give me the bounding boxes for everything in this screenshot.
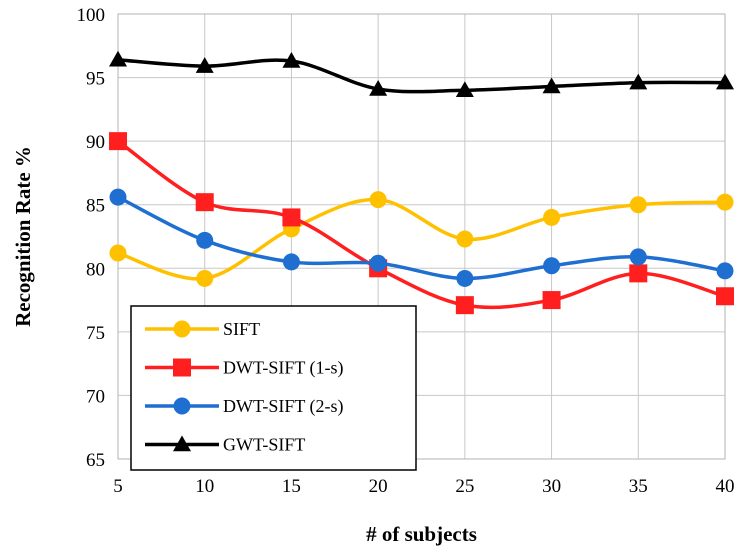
data-point-dwt-sift-2-s bbox=[716, 262, 734, 280]
data-point-dwt-sift-1-s bbox=[109, 132, 127, 151]
data-point-dwt-sift-2-s bbox=[109, 188, 127, 206]
series-line-dwt-sift-2-s bbox=[117, 195, 726, 281]
legend-marker-dwt-sift-1-s bbox=[173, 358, 191, 377]
data-point-sift bbox=[196, 269, 214, 287]
data-point-sift bbox=[629, 196, 647, 214]
data-point-dwt-sift-1-s bbox=[629, 264, 648, 283]
data-point-dwt-sift-2-s bbox=[196, 231, 214, 249]
legend-marker-sift bbox=[173, 320, 191, 338]
data-point-sift bbox=[369, 191, 387, 209]
data-point-dwt-sift-1-s bbox=[455, 296, 474, 315]
data-point-sift bbox=[543, 208, 561, 226]
legend-label-dwt-sift-2-s: DWT-SIFT (2-s) bbox=[223, 396, 344, 417]
data-point-dwt-sift-2-s bbox=[629, 248, 647, 266]
y-axis-label: Recognition Rate % bbox=[11, 146, 35, 327]
y-tick-label: 100 bbox=[77, 5, 106, 26]
data-point-sift bbox=[456, 230, 474, 248]
tick-labels: 65 70 75 80 85 90 95 100 5 10 15 20 25 30 35 40 bbox=[77, 5, 735, 497]
data-point-dwt-sift-2-s bbox=[543, 257, 561, 275]
series-dwt-sift-1-s bbox=[109, 132, 734, 315]
data-point-dwt-sift-2-s bbox=[369, 254, 387, 272]
x-tick-label: 25 bbox=[455, 476, 474, 497]
y-tick-label: 95 bbox=[86, 69, 105, 90]
data-point-dwt-sift-1-s bbox=[282, 208, 301, 227]
series-dwt-sift-2-s bbox=[109, 188, 734, 287]
legend-marker-gwt-sift bbox=[173, 435, 191, 452]
legend: SIFT DWT-SIFT (1-s) DWT-SIFT (2-s) GWT-SIFT bbox=[130, 305, 417, 471]
data-point-dwt-sift-2-s bbox=[282, 253, 300, 271]
series-sift bbox=[109, 191, 734, 287]
x-tick-label: 20 bbox=[369, 476, 388, 497]
data-point-gwt-sift bbox=[716, 73, 734, 90]
x-tick-label: 15 bbox=[282, 476, 301, 497]
legend-marker-dwt-sift-2-s bbox=[173, 397, 191, 415]
y-tick-label: 85 bbox=[86, 196, 105, 217]
series-group bbox=[109, 50, 734, 315]
x-axis-label: # of subjects bbox=[366, 522, 477, 546]
x-tick-label: 30 bbox=[542, 476, 561, 497]
data-point-gwt-sift bbox=[195, 57, 214, 73]
x-tick-label: 10 bbox=[195, 476, 214, 497]
data-point-dwt-sift-1-s bbox=[195, 193, 214, 212]
data-point-sift bbox=[716, 193, 734, 211]
data-point-dwt-sift-1-s bbox=[716, 287, 734, 306]
x-tick-label: 5 bbox=[113, 476, 123, 497]
series-line-sift bbox=[117, 197, 726, 281]
data-point-gwt-sift bbox=[369, 80, 388, 96]
y-tick-label: 75 bbox=[86, 323, 105, 344]
data-point-sift bbox=[109, 244, 127, 262]
legend-label-dwt-sift-1-s: DWT-SIFT (1-s) bbox=[223, 358, 344, 379]
data-point-gwt-sift bbox=[109, 50, 127, 67]
plot-area-frame bbox=[117, 13, 726, 460]
x-tick-label: 35 bbox=[629, 476, 648, 497]
y-tick-label: 65 bbox=[86, 450, 105, 471]
data-point-dwt-sift-2-s bbox=[456, 269, 474, 287]
data-point-gwt-sift bbox=[629, 73, 648, 90]
legend-label-sift: SIFT bbox=[223, 319, 260, 339]
data-point-gwt-sift bbox=[542, 77, 561, 94]
x-tick-label: 40 bbox=[716, 476, 735, 497]
data-point-gwt-sift bbox=[282, 52, 301, 68]
legend-label-gwt-sift: GWT-SIFT bbox=[223, 435, 305, 455]
y-tick-label: 90 bbox=[86, 132, 105, 153]
data-point-gwt-sift bbox=[455, 81, 474, 98]
y-tick-label: 80 bbox=[86, 259, 105, 280]
data-point-dwt-sift-1-s bbox=[542, 291, 561, 310]
series-line-gwt-sift bbox=[117, 58, 726, 94]
y-tick-label: 70 bbox=[86, 386, 105, 407]
series-gwt-sift bbox=[109, 50, 734, 98]
